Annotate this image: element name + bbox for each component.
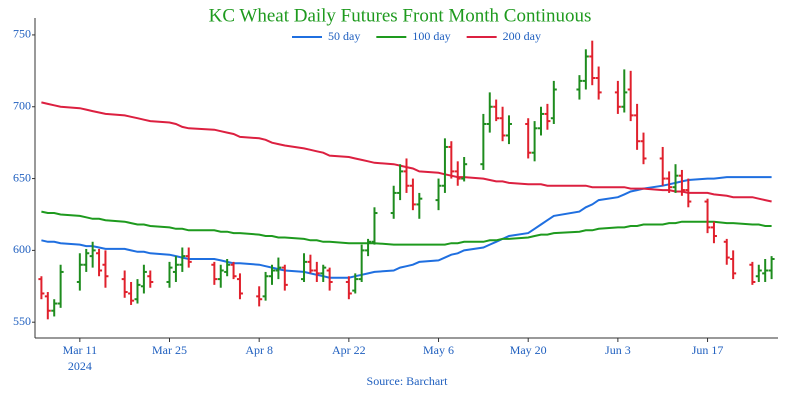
x-tick-label: Apr 8 bbox=[245, 343, 273, 357]
y-tick-label: 550 bbox=[13, 314, 31, 328]
x-tick-label: May 6 bbox=[423, 343, 454, 357]
legend-label: 200 day bbox=[503, 29, 541, 43]
x-tick-label: Jun 3 bbox=[605, 343, 631, 357]
x-year-label: 2024 bbox=[68, 359, 92, 373]
y-tick-label: 750 bbox=[13, 27, 31, 41]
x-tick-label: Apr 22 bbox=[332, 343, 366, 357]
source-note: Source: Barchart bbox=[367, 374, 449, 388]
chart-title: KC Wheat Daily Futures Front Month Conti… bbox=[209, 5, 592, 26]
legend-label: 50 day bbox=[328, 29, 360, 43]
ma-line bbox=[41, 210, 772, 246]
x-tick-label: May 20 bbox=[510, 343, 547, 357]
y-tick-label: 700 bbox=[13, 98, 31, 112]
ma-line bbox=[41, 101, 772, 203]
x-tick-label: Jun 17 bbox=[692, 343, 724, 357]
y-tick-label: 650 bbox=[13, 170, 31, 184]
x-tick-label: Mar 25 bbox=[152, 343, 187, 357]
y-tick-label: 600 bbox=[13, 242, 31, 256]
legend-label: 100 day bbox=[412, 29, 450, 43]
x-tick-label: Mar 11 bbox=[63, 343, 98, 357]
